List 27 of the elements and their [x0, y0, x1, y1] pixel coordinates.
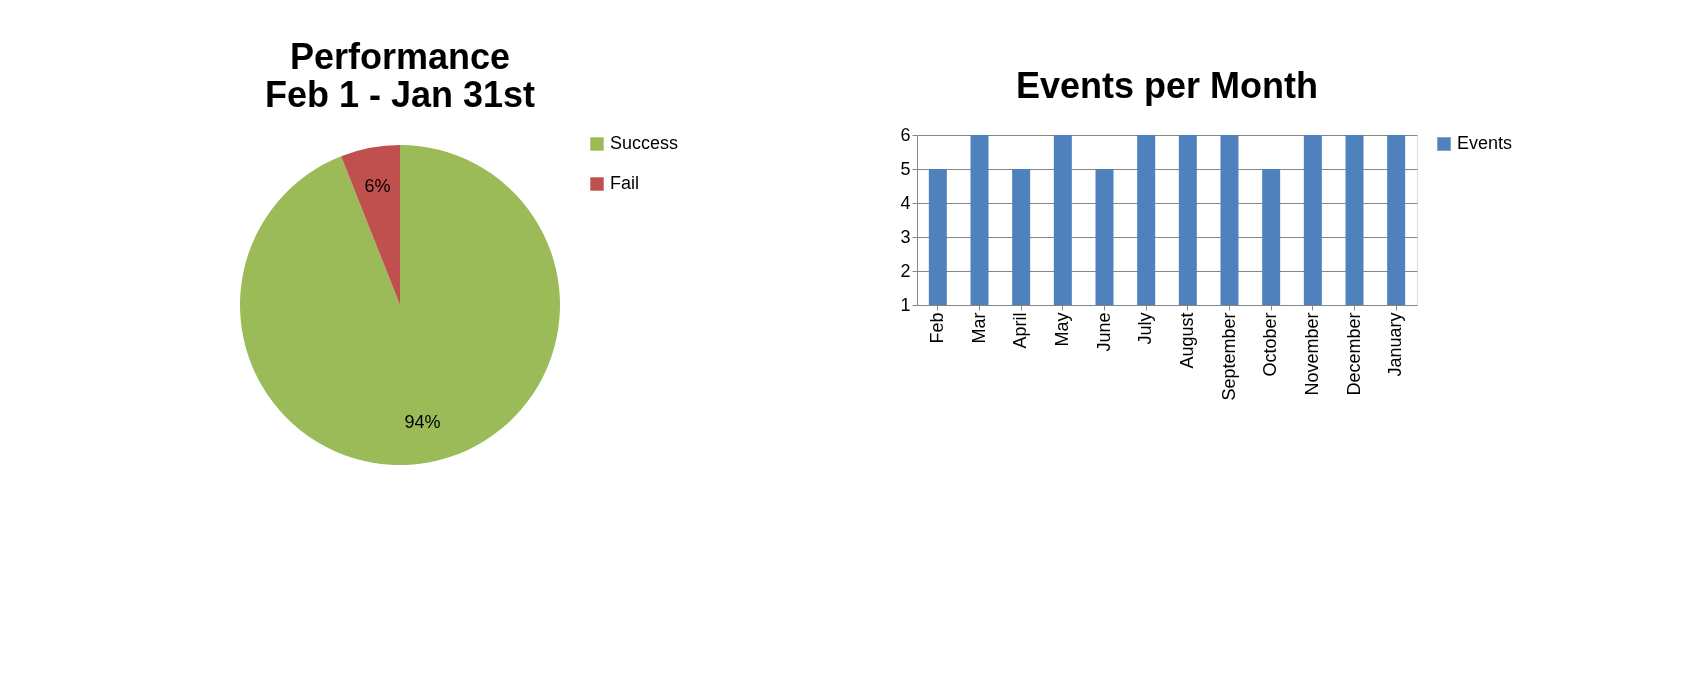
y-tick-label: 2	[900, 260, 911, 281]
x-tick-label: April	[1010, 312, 1031, 349]
x-tick-label: July	[1135, 312, 1156, 345]
x-tick-label: August	[1176, 312, 1197, 369]
x-tick-label: October	[1260, 312, 1281, 377]
pie-slice	[341, 145, 400, 305]
data-label: 6%	[364, 176, 391, 197]
y-tick-label: 5	[900, 158, 911, 179]
chart-title: Events per Month	[1015, 65, 1319, 106]
legend-label: Success	[610, 133, 679, 153]
x-tick-label: September	[1218, 312, 1239, 401]
legend-label: Events	[1457, 133, 1513, 153]
pie-slice	[240, 145, 560, 465]
y-tick-label: 6	[900, 124, 911, 145]
y-tick-label: 1	[900, 294, 911, 315]
y-tick-label: 3	[900, 226, 911, 247]
x-tick-label: Mar	[968, 312, 989, 344]
x-tick-label: June	[1093, 312, 1114, 352]
chart-title: Performance Feb 1 - Jan 31st	[264, 36, 536, 115]
x-tick-label: January	[1385, 312, 1406, 377]
x-tick-label: Feb	[926, 312, 947, 344]
x-tick-label: May	[1051, 312, 1072, 347]
x-tick-label: December	[1343, 312, 1364, 396]
y-tick-label: 4	[900, 192, 911, 213]
x-tick-label: November	[1301, 312, 1322, 396]
legend-label: Fail	[610, 173, 640, 193]
data-label: 94%	[404, 411, 441, 432]
